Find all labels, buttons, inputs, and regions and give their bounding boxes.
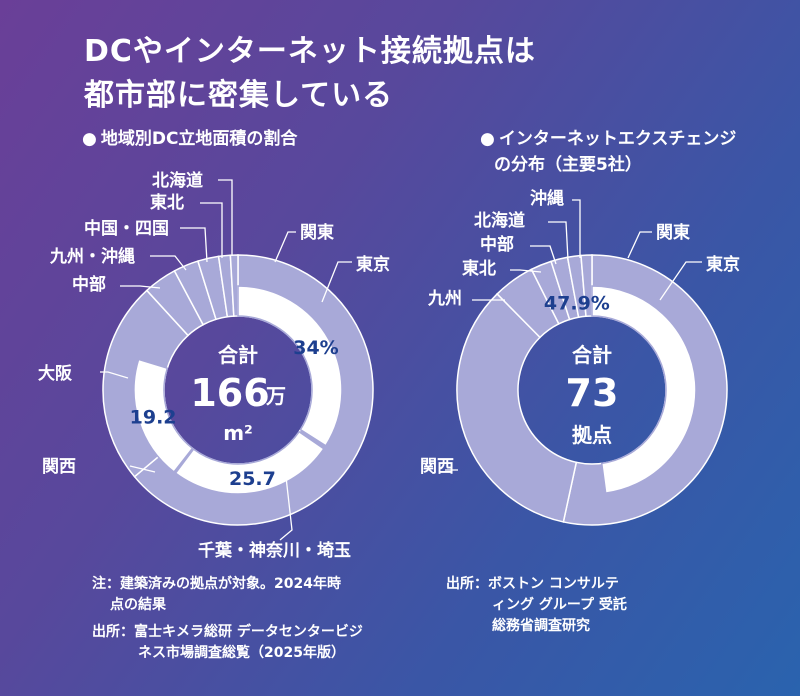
right-center-label: 合計 [572,343,612,367]
right-source-line-3: 総務省調査研究 [492,618,590,634]
inner-slice-0 [237,285,343,447]
left-tokyo-leader-line [321,261,352,303]
left-kyushu-label: 九州・沖縄 [49,246,135,267]
left-osaka-leader-line [100,371,129,379]
left-chiba-label: 千葉・神奈川・埼玉 [198,540,351,561]
right-source-line-2: ィング グループ 受託 [492,597,627,613]
inner-slice-2 [133,358,194,474]
right-kanto-label: 関東 [656,222,690,243]
left-center-value: 166 [190,371,269,415]
bullet-icon: ● [480,129,495,149]
right-subtitle: ● インターネットエクスチェンジ の分布（主要5社） [480,126,736,178]
right-chubu-label: 中部 [480,234,514,255]
right-hokkaido-label: 北海道 [474,210,525,231]
right-tohoku-leader-line [510,269,542,273]
bullet-icon: ● [82,129,97,149]
right-kanto-leader-line [627,231,652,259]
left-kanto-label: 関東 [300,222,334,243]
left-tokyo-label: 東京 [356,254,390,275]
left-chugoku-label: 中国・四国 [84,218,169,239]
left-kyushu-leader-line [150,255,187,271]
left-hokkaido-leader-line [218,179,233,256]
left-center-unit-2: m² [223,421,253,445]
right-subtitle-line-1: インターネットエクスチェンジ [498,129,737,149]
left-chiba-leader-line [279,467,293,541]
right-notes: 出所：ボストン コンサルテ ィング グループ 受託 総務省調査研究 [446,574,627,637]
right-kyushu-label: 九州 [427,289,462,309]
right-okinawa-leader-line [572,199,581,258]
right-source-line-1: 出所：ボストン コンサルテ [446,576,619,592]
left-chubu-label: 中部 [72,274,106,295]
left-osaka-label: 大阪 [38,363,72,384]
left-chubu-leader-line [120,285,161,289]
left-subtitle: ● 地域別DC立地面積の割合 [82,126,297,152]
title-line-2: 都市部に密集している [84,78,394,113]
outer-slice-1 [456,292,578,523]
value-label-2: 19.2 [130,407,177,429]
right-chubu-leader-line [530,245,557,265]
left-subtitle-text: 地域別DC立地面積の割合 [100,129,298,149]
note-line-1: 注：建築済みの拠点が対象。2024年時 [92,576,341,592]
source-line-1: 出所：富士キメラ総研 データセンタービジ [92,624,363,640]
right-center-value: 73 [566,371,619,415]
right-subtitle-line-2: の分布（主要5社） [494,155,642,175]
right-okinawa-label: 沖縄 [530,188,564,209]
left-tohoku-label: 東北 [150,192,184,213]
note-line-2: 点の結果 [110,597,166,613]
inner-slice-0 [591,285,697,494]
value-label-0: 47.9% [544,292,610,314]
right-center-unit: 拠点 [572,423,612,447]
right-tohoku-label: 東北 [462,258,496,279]
right-hokkaido-leader-line [548,221,569,261]
left-kansai-leader-line [129,465,156,473]
right-tokyo-leader-line [659,261,702,301]
value-label-0: 34% [293,337,338,359]
source-line-2: ネス市場調査総覧（2025年版） [138,645,345,661]
left-center-unit: 万 [265,384,286,408]
right-kansai-label: 関西 [420,457,454,477]
left-tohoku-leader-line [200,202,223,258]
chart-title: DCやインターネット接続拠点は 都市部に密集している [84,30,536,118]
value-label-1: 25.7 [229,468,276,490]
left-kansai-label: 関西 [42,457,76,477]
left-kanto-leader-line [274,231,296,263]
left-center-label: 合計 [218,343,258,367]
right-tokyo-label: 東京 [706,254,740,275]
left-notes: 注：建築済みの拠点が対象。2024年時 点の結果 出所：富士キメラ総研 データセ… [92,574,363,664]
title-line-1: DCやインターネット接続拠点は [84,34,536,69]
left-chugoku-leader-line [180,227,208,263]
left-hokkaido-label: 北海道 [152,170,203,191]
